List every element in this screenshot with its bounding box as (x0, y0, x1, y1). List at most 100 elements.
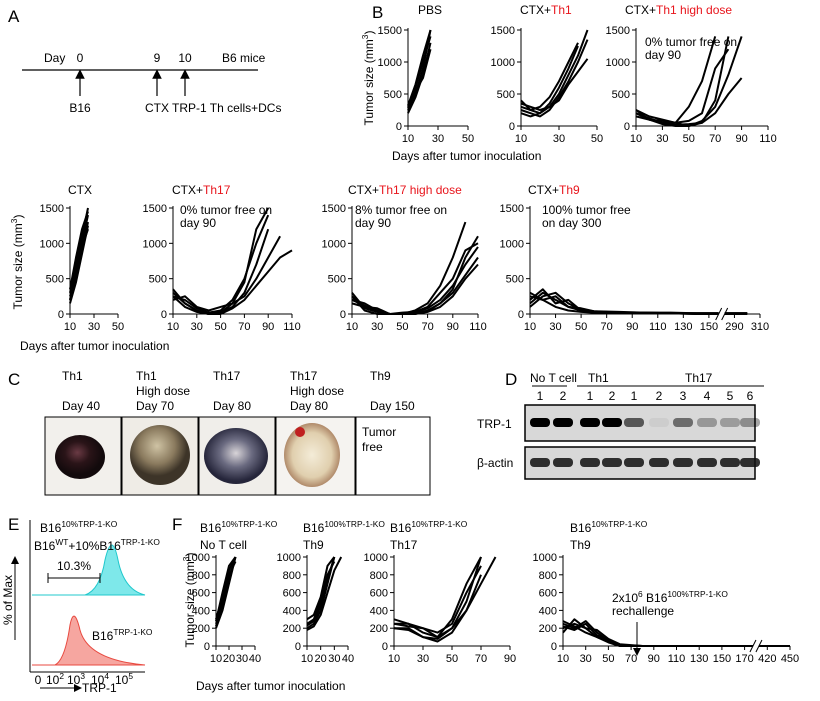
line (529, 291, 748, 315)
group-label: Th1 (588, 371, 609, 385)
x-tick-label: 40 (342, 653, 354, 665)
panel-label: C (8, 370, 20, 389)
chart-title: B1610%TRP-1-KO (390, 519, 468, 535)
x-tick-label: 103 (67, 671, 85, 687)
y-tick-label: 0 (58, 309, 64, 321)
chart-title: B1610%TRP-1-KO (200, 519, 278, 535)
photo-label: High dose (136, 384, 190, 398)
y-tick-label: 1500 (40, 203, 64, 215)
chart-title: B16100%TRP-1-KO (303, 519, 385, 535)
x-tick-label: 450 (781, 653, 799, 665)
y-tick-label: 0 (340, 309, 346, 321)
text-part: 5 (128, 671, 133, 681)
band (624, 458, 644, 467)
y-axis-label: Tumor size (mm3) (9, 215, 25, 310)
x-tick-label: 70 (625, 653, 637, 665)
text-part: 10%TRP-1-KO (61, 519, 117, 529)
text-part: 10%TRP-1-KO (411, 519, 467, 529)
text-part: Tumor size (mm (183, 561, 197, 647)
text-part: 2x10 (612, 591, 638, 605)
chart-title: CTX+Th17 (172, 183, 231, 197)
band (553, 458, 573, 467)
text-part: 4 (104, 671, 109, 681)
line (562, 622, 790, 647)
line (351, 242, 479, 315)
x-tick-label: 30 (553, 133, 565, 145)
y-tick-label: 1000 (143, 238, 167, 250)
text-part: B16 (390, 521, 412, 535)
x-tick-label: 90 (262, 321, 274, 333)
text-part: Tumor size (mm (11, 223, 25, 309)
photo-panel (44, 416, 431, 496)
band (580, 418, 600, 427)
lane-label: 1 (631, 389, 638, 403)
text-part: 3 (9, 218, 19, 223)
text-part: B16 (34, 539, 56, 553)
y-tick-label: 1000 (322, 238, 346, 250)
text-part: 100%TRP-1-KO (324, 519, 385, 529)
y-tick-label: 0 (551, 641, 557, 653)
annotation: on day 300 (542, 216, 602, 230)
line (393, 556, 497, 640)
chart-subtitle: No T cell (200, 538, 247, 552)
x-tick-label: 170 (735, 653, 753, 665)
photo-text: free (362, 440, 383, 454)
y-tick-label: 1000 (378, 57, 402, 69)
line (407, 48, 432, 109)
flow-label: B16WT+10%B16TRP-1-KO (34, 537, 160, 553)
x-tick-label: 10 (402, 133, 414, 145)
x-tick-label: 70 (238, 321, 250, 333)
text-part: 2 (59, 671, 64, 681)
text-part: B16 (200, 521, 222, 535)
row-label: TRP-1 (477, 417, 512, 431)
y-tick-label: 1000 (186, 552, 210, 564)
x-tick-label: 10 (515, 133, 527, 145)
text-part: Th1 high dose (656, 3, 732, 17)
text-part: B16 (570, 521, 592, 535)
tumor (284, 423, 340, 487)
text-part: Th17 high dose (379, 183, 462, 197)
y-tick-label: 600 (192, 588, 210, 600)
x-tick-label: 30 (371, 321, 383, 333)
band (697, 418, 717, 427)
x-tick-label: 50 (446, 653, 458, 665)
flow-label: B16TRP-1-KO (92, 627, 153, 643)
group-label: No T cell (530, 371, 577, 385)
annotation: day 90 (645, 48, 681, 62)
y-tick-label: 600 (283, 588, 301, 600)
x-tick-label: 30 (236, 653, 248, 665)
x-tick-label: 290 (725, 321, 743, 333)
photo-label: Day 40 (62, 399, 100, 413)
text-part: 10 (67, 673, 81, 687)
y-tick-label: 1500 (378, 25, 402, 37)
x-tick-label: 105 (115, 671, 133, 687)
axis-break (721, 307, 729, 321)
line (520, 42, 579, 111)
x-tick-label: 110 (469, 321, 487, 333)
lane-label: 2 (560, 389, 567, 403)
x-tick-label: 50 (591, 133, 603, 145)
text-part: 100%TRP-1-KO (667, 589, 728, 599)
y-tick-label: 500 (506, 274, 524, 286)
lane-label: 5 (727, 389, 734, 403)
x-tick-label: 50 (683, 133, 695, 145)
axis-break (749, 639, 757, 653)
lane-label: 2 (609, 389, 616, 403)
chart-title: CTX+Th1 (520, 3, 572, 17)
text-part: B16 (303, 521, 325, 535)
text-part: TRP-1-KO (121, 537, 161, 547)
band (720, 418, 740, 427)
y-axis-label: % of Max (1, 575, 15, 625)
text-part: B16 (643, 591, 668, 605)
tumor (55, 435, 105, 479)
lane-label: 1 (587, 389, 594, 403)
y-tick-label: 200 (283, 623, 301, 635)
text-part: CTX+ (520, 3, 551, 17)
y-tick-label: 400 (370, 605, 388, 617)
y-tick-label: 500 (149, 274, 167, 286)
y-tick-label: 0 (624, 121, 630, 133)
x-tick-label: 70 (601, 321, 613, 333)
x-tick-label: 40 (249, 653, 261, 665)
photo-label: Th17 (213, 369, 241, 383)
